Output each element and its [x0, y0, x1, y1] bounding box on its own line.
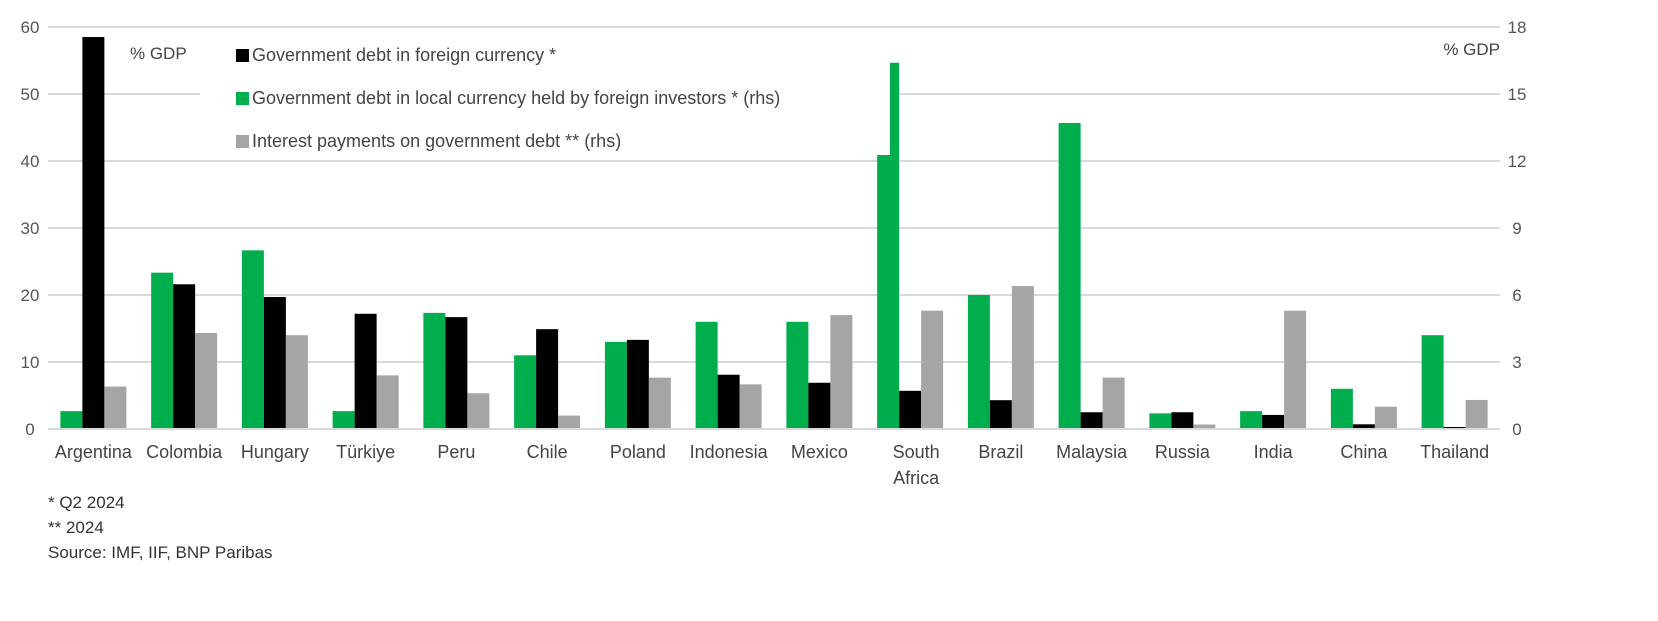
- category-label: Peru: [437, 442, 475, 462]
- bar-colombia-foreign-currency: [173, 284, 196, 429]
- left-tick-label: 50: [21, 85, 40, 104]
- bar-south-africa-foreign-currency: [899, 390, 922, 429]
- category-label: Hungary: [241, 442, 309, 462]
- legend-background: [200, 35, 890, 155]
- bar-poland-interest: [648, 377, 671, 429]
- bar-hungary-foreign-currency: [263, 297, 286, 429]
- category-label: Chile: [527, 442, 568, 462]
- bar-indonesia-local-currency: [695, 321, 718, 429]
- bar-mexico-interest: [830, 315, 853, 429]
- bar-malaysia-foreign-currency: [1080, 412, 1103, 429]
- bar-thailand-local-currency: [1421, 335, 1444, 429]
- bar-china-foreign-currency: [1352, 424, 1375, 429]
- category-label: Russia: [1155, 442, 1211, 462]
- right-tick-label: 18: [1508, 18, 1527, 37]
- bar-indonesia-foreign-currency: [717, 374, 740, 429]
- right-tick-label: 3: [1512, 353, 1521, 372]
- category-label: Brazil: [978, 442, 1023, 462]
- bar-chile-interest: [558, 415, 581, 429]
- bar-india-interest: [1284, 310, 1307, 429]
- legend-swatch: [236, 135, 249, 148]
- legend-swatch: [236, 49, 249, 62]
- bar-thailand-interest: [1465, 399, 1488, 429]
- right-tick-label: 15: [1508, 85, 1527, 104]
- bar-türkiye-interest: [376, 375, 399, 429]
- category-label: Malaysia: [1056, 442, 1128, 462]
- footnote-2024: ** 2024: [48, 518, 104, 537]
- left-tick-label: 10: [21, 353, 40, 372]
- source-note: Source: IMF, IIF, BNP Paribas: [48, 543, 273, 562]
- bar-peru-interest: [467, 393, 490, 429]
- bar-thailand-foreign-currency: [1443, 426, 1466, 429]
- bar-türkiye-foreign-currency: [354, 313, 377, 429]
- bar-mexico-foreign-currency: [808, 382, 831, 429]
- bar-chile-local-currency: [514, 355, 537, 429]
- bar-hungary-interest: [285, 335, 308, 429]
- footnote-q2: * Q2 2024: [48, 493, 125, 512]
- legend-entry: Government debt in local currency held b…: [252, 88, 780, 108]
- bar-brazil-local-currency: [967, 295, 990, 429]
- bar-argentina-local-currency: [60, 411, 83, 429]
- bar-poland-local-currency: [604, 341, 627, 429]
- left-tick-label: 30: [21, 219, 40, 238]
- category-label: Türkiye: [336, 442, 395, 462]
- legend-entry: Government debt in foreign currency *: [252, 45, 556, 65]
- left-axis-unit: % GDP: [130, 44, 187, 63]
- category-label: Poland: [610, 442, 666, 462]
- bar-mexico-local-currency: [786, 321, 809, 429]
- bar-colombia-interest: [195, 332, 218, 429]
- bar-china-interest: [1374, 406, 1397, 429]
- bar-russia-foreign-currency: [1171, 412, 1194, 429]
- category-label: Africa: [893, 468, 940, 488]
- legend-entry: Interest payments on government debt ** …: [252, 131, 621, 151]
- category-label: Thailand: [1420, 442, 1489, 462]
- left-tick-label: 60: [21, 18, 40, 37]
- bar-poland-foreign-currency: [626, 339, 649, 429]
- left-tick-label: 40: [21, 152, 40, 171]
- left-tick-label: 0: [25, 420, 34, 439]
- bar-china-local-currency: [1330, 388, 1353, 429]
- bar-chile-foreign-currency: [536, 329, 559, 429]
- bar-hungary-local-currency: [241, 250, 264, 429]
- bar-russia-local-currency: [1149, 413, 1172, 429]
- bar-türkiye-local-currency: [332, 411, 355, 429]
- chart: 0 10 20 30 40 50 60 0 3 6 9 12 15 18 Argentina Colombia…: [21, 18, 1527, 488]
- category-label: Mexico: [791, 442, 848, 462]
- category-label: China: [1340, 442, 1388, 462]
- category-label: South: [893, 442, 940, 462]
- footnotes: * Q2 2024 ** 2024 Source: IMF, IIF, BNP …: [48, 490, 273, 565]
- bar-malaysia-interest: [1102, 377, 1125, 429]
- left-tick-label: 20: [21, 286, 40, 305]
- bar-brazil-foreign-currency: [989, 400, 1012, 429]
- category-label: Argentina: [55, 442, 133, 462]
- bar-india-foreign-currency: [1262, 414, 1285, 429]
- bar-russia-interest: [1193, 424, 1216, 429]
- right-tick-label: 9: [1512, 219, 1521, 238]
- bar-peru-foreign-currency: [445, 317, 468, 429]
- bar-south-africa-interest: [921, 310, 944, 429]
- category-label: Indonesia: [690, 442, 769, 462]
- right-tick-label: 6: [1512, 286, 1521, 305]
- bar-indonesia-interest: [739, 384, 762, 429]
- bar-peru-local-currency: [423, 312, 446, 429]
- right-tick-label: 0: [1512, 420, 1521, 439]
- right-axis-unit: % GDP: [1443, 40, 1500, 59]
- category-label: Colombia: [146, 442, 223, 462]
- legend-swatch: [236, 92, 249, 105]
- bar-colombia-local-currency: [151, 272, 174, 429]
- bar-brazil-interest: [1011, 286, 1034, 429]
- bar-india-local-currency: [1240, 411, 1263, 429]
- bar-argentina-foreign-currency: [82, 37, 105, 430]
- bar-malaysia-local-currency: [1058, 123, 1081, 430]
- right-tick-label: 12: [1508, 152, 1527, 171]
- category-label: India: [1254, 442, 1294, 462]
- bar-argentina-interest: [104, 386, 127, 429]
